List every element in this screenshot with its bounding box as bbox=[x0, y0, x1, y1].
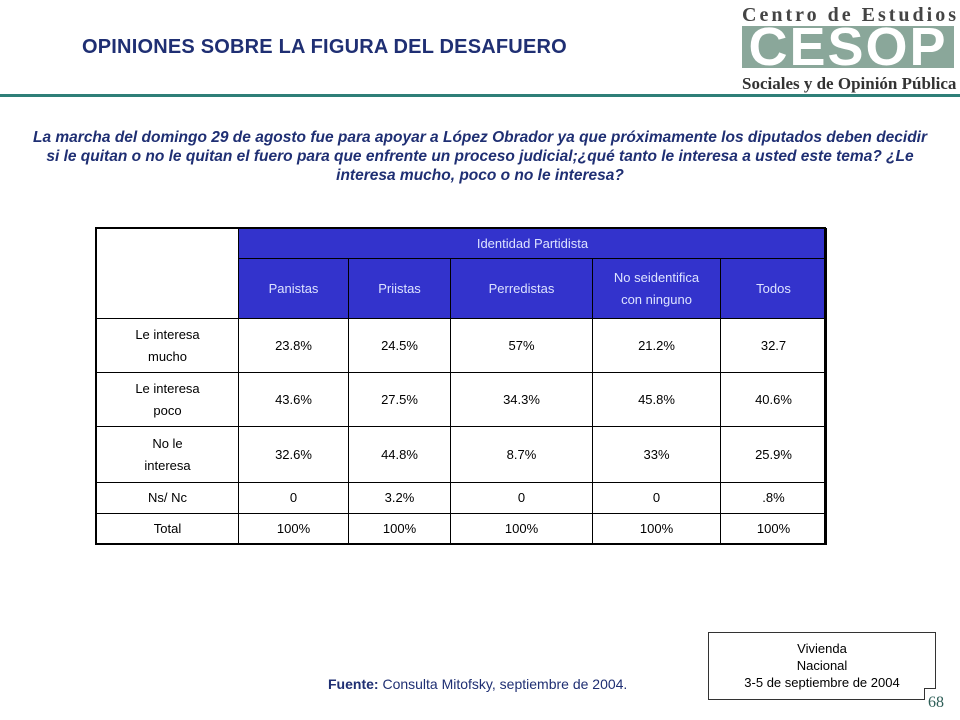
title-rule bbox=[0, 94, 960, 97]
table-cell: 32.6% bbox=[238, 426, 349, 483]
note-line-2: Nacional bbox=[796, 658, 848, 673]
logo-top-text: Centro de Estudios bbox=[742, 4, 959, 26]
table-cell: 45.8% bbox=[592, 372, 721, 427]
table-cell: .8% bbox=[720, 482, 827, 514]
row-label: Total bbox=[96, 513, 239, 545]
note-line-1: Vivienda bbox=[797, 641, 847, 656]
table-cell: 57% bbox=[450, 318, 593, 373]
row-label: No le interesa bbox=[96, 426, 239, 483]
results-table: Identidad Partidista Panistas Priistas P… bbox=[96, 228, 827, 545]
table-cell: 23.8% bbox=[238, 318, 349, 373]
table-row: Le interesa poco 43.6% 27.5% 34.3% 45.8%… bbox=[96, 372, 827, 427]
table-cell: 25.9% bbox=[720, 426, 827, 483]
table-cell: 40.6% bbox=[720, 372, 827, 427]
logo-wordmark: CESOP bbox=[748, 17, 948, 77]
column-header: Perredistas bbox=[450, 258, 593, 319]
page-number: 68 bbox=[928, 694, 944, 711]
cesop-logo: Centro de Estudios CESOP Sociales y de O… bbox=[736, 0, 960, 100]
table-cell: 100% bbox=[238, 513, 349, 545]
page-title: OPINIONES SOBRE LA FIGURA DEL DESAFUERO bbox=[82, 36, 567, 58]
table-cell: 100% bbox=[450, 513, 593, 545]
source-text: Consulta Mitofsky, septiembre de 2004. bbox=[378, 676, 628, 692]
methodology-note: Vivienda Nacional 3-5 de septiembre de 2… bbox=[708, 632, 936, 700]
table-cell: 0 bbox=[450, 482, 593, 514]
table-row: Le interesa mucho 23.8% 24.5% 57% 21.2% … bbox=[96, 318, 827, 373]
table-cell: 34.3% bbox=[450, 372, 593, 427]
row-label: Ns/ Nc bbox=[96, 482, 239, 514]
source-label: Fuente: bbox=[328, 676, 379, 692]
table-cell: 33% bbox=[592, 426, 721, 483]
table-cell: 24.5% bbox=[348, 318, 451, 373]
logo-bottom-text: Sociales y de Opinión Pública bbox=[742, 74, 957, 93]
column-header: Priistas bbox=[348, 258, 451, 319]
table-cell: 21.2% bbox=[592, 318, 721, 373]
table-cell: 100% bbox=[720, 513, 827, 545]
table-corner-cell bbox=[96, 228, 239, 319]
note-corner-fold bbox=[924, 688, 936, 700]
row-label: Le interesa mucho bbox=[96, 318, 239, 373]
table-cell: 32.7 bbox=[720, 318, 827, 373]
table-cell: 8.7% bbox=[450, 426, 593, 483]
source-note: Fuente: Consulta Mitofsky, septiembre de… bbox=[328, 676, 627, 692]
note-line-3: 3-5 de septiembre de 2004 bbox=[744, 675, 900, 690]
table-cell: 100% bbox=[348, 513, 451, 545]
table-cell: 27.5% bbox=[348, 372, 451, 427]
table-cell: 3.2% bbox=[348, 482, 451, 514]
column-header: Panistas bbox=[238, 258, 349, 319]
table-cell: 44.8% bbox=[348, 426, 451, 483]
logo-band bbox=[742, 26, 954, 68]
table-column-header-row: Panistas Priistas Perredistas No seident… bbox=[97, 258, 827, 319]
column-header: No seidentifica con ninguno bbox=[592, 258, 721, 319]
table-cell: 0 bbox=[592, 482, 721, 514]
table-cell: 43.6% bbox=[238, 372, 349, 427]
group-header: Identidad Partidista bbox=[238, 228, 827, 259]
table-group-header-row: Identidad Partidista bbox=[96, 228, 827, 319]
column-header: Todos bbox=[720, 258, 827, 319]
table-cell: 0 bbox=[238, 482, 349, 514]
table-row: No le interesa 32.6% 44.8% 8.7% 33% 25.9… bbox=[96, 426, 827, 483]
table-cell: 100% bbox=[592, 513, 721, 545]
table-row: Total 100% 100% 100% 100% 100% bbox=[96, 513, 827, 545]
table-row: Ns/ Nc 0 3.2% 0 0 .8% bbox=[96, 482, 827, 514]
survey-question: La marcha del domingo 29 de agosto fue p… bbox=[32, 129, 928, 184]
row-label: Le interesa poco bbox=[96, 372, 239, 427]
